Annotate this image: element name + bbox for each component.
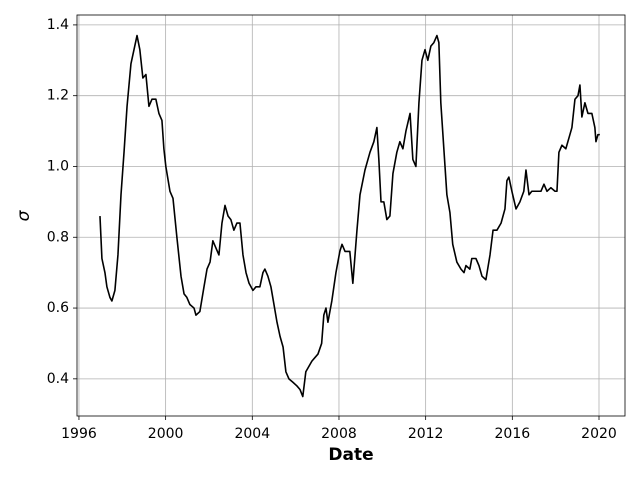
y-tick-label: 0.6 <box>47 300 69 316</box>
y-tick-label: 1.4 <box>47 17 69 33</box>
x-tick-label: 2004 <box>234 426 270 442</box>
x-tick-label: 2016 <box>495 426 531 442</box>
x-axis-label: Date <box>328 445 373 465</box>
y-tick-label: 1.2 <box>47 88 69 104</box>
x-tick-label: 1996 <box>61 426 97 442</box>
x-tick-label: 2020 <box>581 426 617 442</box>
x-tick-label: 2012 <box>408 426 444 442</box>
x-tick-label: 2000 <box>148 426 184 442</box>
plot-frame <box>76 14 626 417</box>
data-line <box>99 34 600 398</box>
y-tick-label: 1.0 <box>47 158 69 174</box>
x-tick-label: 2008 <box>321 426 357 442</box>
y-axis-label: σ <box>14 209 34 221</box>
y-tick-label: 0.4 <box>47 371 69 387</box>
y-tick-label: 0.8 <box>47 229 69 245</box>
